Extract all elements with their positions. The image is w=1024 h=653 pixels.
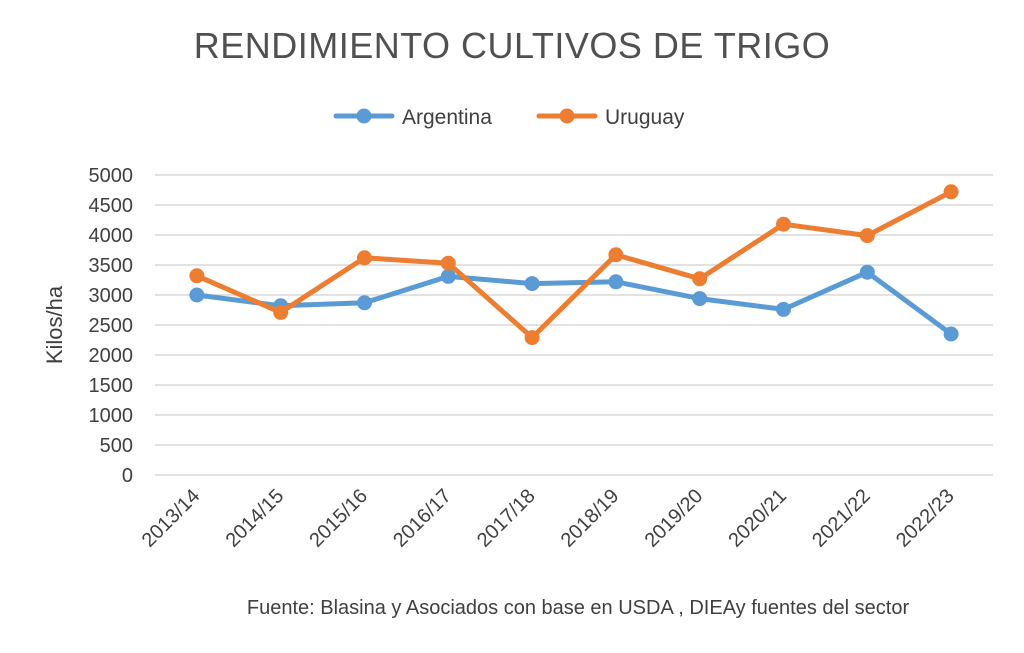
y-tick-label: 2500 bbox=[89, 315, 134, 337]
chart-title: RENDIMIENTO CULTIVOS DE TRIGO bbox=[194, 25, 831, 66]
x-tick-label: 2016/17 bbox=[389, 485, 456, 552]
data-point bbox=[943, 326, 959, 342]
x-tick-label: 2020/21 bbox=[724, 485, 791, 552]
data-point bbox=[859, 228, 875, 244]
data-point bbox=[692, 271, 708, 287]
data-point bbox=[524, 276, 540, 292]
data-point bbox=[524, 330, 540, 346]
series-line bbox=[194, 269, 954, 337]
y-tick-label: 3500 bbox=[89, 255, 134, 277]
data-point bbox=[440, 268, 456, 284]
data-point bbox=[776, 216, 791, 232]
data-point bbox=[357, 250, 372, 266]
y-axis-ticks: 0 500 1000 1500 2000 2500 3000 3500 4000 4500 5000 bbox=[89, 165, 134, 487]
y-tick-label: 5000 bbox=[89, 165, 134, 187]
data-point bbox=[943, 184, 959, 200]
data-point bbox=[692, 291, 708, 307]
data-point bbox=[189, 268, 205, 284]
legend-item: Argentina bbox=[333, 106, 492, 129]
series-uruguay bbox=[189, 184, 959, 346]
data-point bbox=[189, 287, 205, 303]
x-tick-label: 2014/15 bbox=[222, 485, 289, 552]
x-tick-label: 2013/14 bbox=[138, 485, 205, 552]
series-line bbox=[194, 189, 954, 341]
y-tick-label: 0 bbox=[122, 465, 133, 487]
x-tick-label: 2022/23 bbox=[892, 485, 959, 552]
data-point bbox=[440, 255, 456, 271]
x-tick-label: 2021/22 bbox=[808, 485, 875, 552]
legend-swatch-marker bbox=[559, 108, 575, 124]
y-tick-label: 3000 bbox=[89, 285, 134, 307]
legend-label: Uruguay bbox=[605, 106, 685, 129]
y-tick-label: 1500 bbox=[89, 375, 134, 397]
data-point bbox=[273, 304, 289, 320]
series-layer bbox=[189, 184, 959, 346]
legend-item: Uruguay bbox=[536, 106, 685, 129]
y-tick-label: 4000 bbox=[89, 225, 134, 247]
source-note: Fuente: Blasina y Asociados con base en … bbox=[247, 597, 910, 619]
data-point bbox=[608, 274, 624, 290]
series-argentina bbox=[189, 264, 959, 342]
y-tick-label: 500 bbox=[100, 435, 133, 457]
y-tick-label: 4500 bbox=[89, 195, 134, 217]
x-tick-label: 2018/19 bbox=[557, 485, 624, 552]
x-axis-ticks: 2013/14 2014/15 2015/16 2016/17 2017/18 2018/… bbox=[138, 485, 959, 552]
legend-label: Argentina bbox=[402, 106, 492, 129]
legend-swatch-marker bbox=[356, 108, 372, 124]
data-point bbox=[776, 301, 791, 317]
data-point bbox=[859, 264, 875, 280]
x-tick-label: 2017/18 bbox=[473, 485, 540, 552]
data-point bbox=[608, 247, 624, 263]
y-tick-label: 1000 bbox=[89, 405, 134, 427]
x-tick-label: 2015/16 bbox=[305, 485, 372, 552]
gridlines bbox=[155, 174, 993, 476]
y-axis-label: Kilos/ha bbox=[42, 285, 67, 364]
data-point bbox=[357, 295, 372, 311]
x-tick-label: 2019/20 bbox=[641, 485, 708, 552]
legend: Argentina Uruguay bbox=[333, 106, 685, 129]
y-tick-label: 2000 bbox=[89, 345, 134, 367]
